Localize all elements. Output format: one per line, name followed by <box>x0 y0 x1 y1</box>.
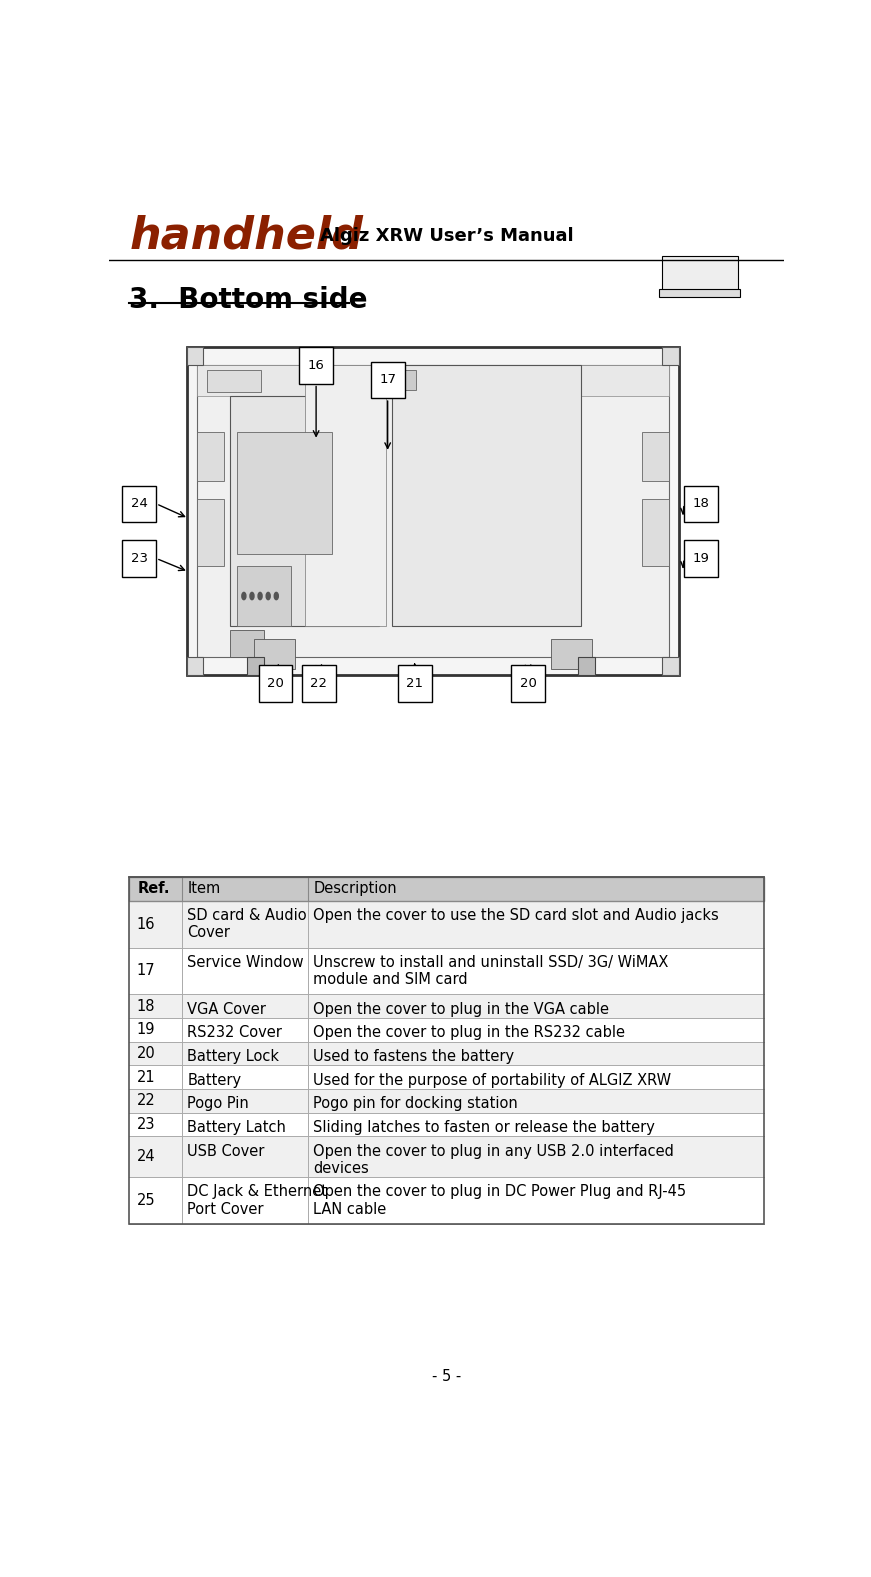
Text: Sliding latches to fasten or release the battery: Sliding latches to fasten or release the… <box>314 1120 655 1135</box>
Bar <box>392 366 582 626</box>
Bar <box>129 948 764 995</box>
Bar <box>247 656 264 675</box>
Text: 21: 21 <box>137 1069 155 1085</box>
Bar <box>129 1176 764 1224</box>
Text: Unscrew to install and uninstall SSD/ 3G/ WiMAX
module and SIM card: Unscrew to install and uninstall SSD/ 3G… <box>314 954 669 987</box>
Text: Open the cover to plug in DC Power Plug and RJ-45
LAN cable: Open the cover to plug in DC Power Plug … <box>314 1184 686 1217</box>
Text: 19: 19 <box>692 552 709 565</box>
Bar <box>129 900 764 948</box>
Bar <box>511 665 545 702</box>
Text: Battery Lock: Battery Lock <box>187 1049 280 1064</box>
Text: Open the cover to plug in any USB 2.0 interfaced
devices: Open the cover to plug in any USB 2.0 in… <box>314 1143 674 1176</box>
Bar <box>129 1113 764 1137</box>
Text: 24: 24 <box>137 1150 155 1164</box>
Bar <box>305 366 386 626</box>
Bar <box>129 1019 764 1042</box>
Text: 20: 20 <box>267 677 284 691</box>
Text: VGA Cover: VGA Cover <box>187 1001 266 1017</box>
Bar <box>186 347 679 675</box>
Bar <box>129 877 764 1224</box>
Text: Open the cover to plug in the VGA cable: Open the cover to plug in the VGA cable <box>314 1001 610 1017</box>
Bar <box>398 665 431 702</box>
Bar <box>186 656 203 675</box>
Bar <box>129 877 764 900</box>
Text: DC Jack & Ethernet
Port Cover: DC Jack & Ethernet Port Cover <box>187 1184 327 1217</box>
Bar <box>662 656 679 675</box>
Bar <box>129 995 764 1019</box>
Bar <box>300 347 333 383</box>
Text: Battery: Battery <box>187 1072 241 1088</box>
Text: 19: 19 <box>137 1022 155 1038</box>
Bar <box>122 541 156 577</box>
Bar <box>662 255 738 293</box>
Text: 20: 20 <box>137 1046 155 1061</box>
Bar <box>197 366 669 396</box>
Circle shape <box>258 593 262 599</box>
Text: 17: 17 <box>379 374 396 386</box>
Text: 24: 24 <box>131 497 148 511</box>
Circle shape <box>274 593 279 599</box>
Bar <box>662 347 679 366</box>
Text: Open the cover to use the SD card slot and Audio jacks: Open the cover to use the SD card slot a… <box>314 908 719 923</box>
Text: 25: 25 <box>137 1192 155 1208</box>
Bar <box>551 639 591 669</box>
Bar <box>302 665 335 702</box>
Bar <box>684 541 718 577</box>
Text: 18: 18 <box>137 998 155 1014</box>
Bar <box>642 498 669 566</box>
Text: 21: 21 <box>406 677 423 691</box>
Bar <box>684 486 718 522</box>
Text: Battery Latch: Battery Latch <box>187 1120 286 1135</box>
Text: Pogo Pin: Pogo Pin <box>187 1096 249 1112</box>
Circle shape <box>242 593 246 599</box>
Bar <box>186 347 203 366</box>
Circle shape <box>267 593 270 599</box>
Text: Pogo pin for docking station: Pogo pin for docking station <box>314 1096 518 1112</box>
Bar <box>254 639 294 669</box>
Circle shape <box>250 593 254 599</box>
Text: Description: Description <box>314 882 397 896</box>
Bar <box>642 432 669 481</box>
Bar <box>129 1042 764 1066</box>
Text: 16: 16 <box>137 916 155 932</box>
Text: 23: 23 <box>131 552 148 565</box>
Text: RS232 Cover: RS232 Cover <box>187 1025 282 1041</box>
Text: 3.  Bottom side: 3. Bottom side <box>129 287 368 314</box>
Bar <box>129 1090 764 1113</box>
Bar <box>122 486 156 522</box>
Text: Service Window: Service Window <box>187 954 304 970</box>
Text: 17: 17 <box>137 964 155 978</box>
Bar <box>230 631 264 656</box>
Bar <box>237 432 332 554</box>
Text: USB Cover: USB Cover <box>187 1143 265 1159</box>
Text: 20: 20 <box>520 677 537 691</box>
Bar <box>129 1066 764 1090</box>
Text: Algiz XRW User’s Manual: Algiz XRW User’s Manual <box>320 227 573 244</box>
Bar <box>375 371 416 390</box>
Bar <box>197 432 224 481</box>
Text: 22: 22 <box>137 1093 155 1109</box>
Bar <box>659 290 740 296</box>
Bar <box>230 396 379 626</box>
Bar <box>237 566 291 626</box>
Text: Used for the purpose of portability of ALGIZ XRW: Used for the purpose of portability of A… <box>314 1072 672 1088</box>
Text: Ref.: Ref. <box>138 882 170 896</box>
Bar <box>578 656 595 675</box>
Text: Used to fastens the battery: Used to fastens the battery <box>314 1049 515 1064</box>
Text: 23: 23 <box>137 1117 155 1132</box>
Text: 22: 22 <box>310 677 327 691</box>
Text: handheld: handheld <box>129 214 363 257</box>
Bar <box>371 361 404 397</box>
Bar <box>206 371 260 393</box>
Text: SD card & Audio
Cover: SD card & Audio Cover <box>187 908 307 940</box>
Text: 16: 16 <box>307 360 325 372</box>
Bar <box>197 498 224 566</box>
Text: Open the cover to plug in the RS232 cable: Open the cover to plug in the RS232 cabl… <box>314 1025 625 1041</box>
Text: Item: Item <box>187 882 220 896</box>
Bar <box>197 366 669 656</box>
Bar <box>259 665 293 702</box>
Text: - 5 -: - 5 - <box>432 1369 461 1385</box>
Text: 18: 18 <box>692 497 709 511</box>
Bar <box>129 1137 764 1176</box>
